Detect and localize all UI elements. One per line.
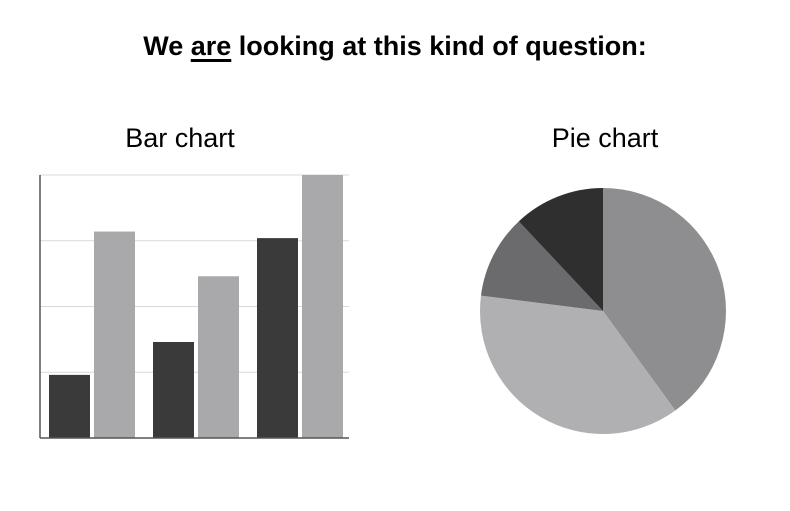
pie-slice: [603, 188, 727, 411]
bar: [153, 342, 194, 438]
pie-slice: [480, 221, 603, 311]
bar-chart: [39, 174, 349, 439]
headline-emphasis: are: [190, 31, 232, 61]
bar-chart-title: Bar chart: [125, 123, 235, 153]
bar: [198, 276, 239, 438]
bar: [257, 238, 298, 438]
headline-text-before: We: [143, 31, 191, 61]
pie-slice: [479, 295, 676, 435]
bar: [49, 374, 90, 438]
pie-chart-title: Pie chart: [551, 123, 659, 153]
bar: [302, 175, 343, 438]
headline: We are looking at this kind of question:: [0, 28, 790, 64]
headline-text-after: looking at this kind of question:: [231, 31, 647, 61]
pie-chart: [479, 188, 727, 435]
pie-slice: [518, 188, 603, 311]
bar: [94, 231, 135, 438]
